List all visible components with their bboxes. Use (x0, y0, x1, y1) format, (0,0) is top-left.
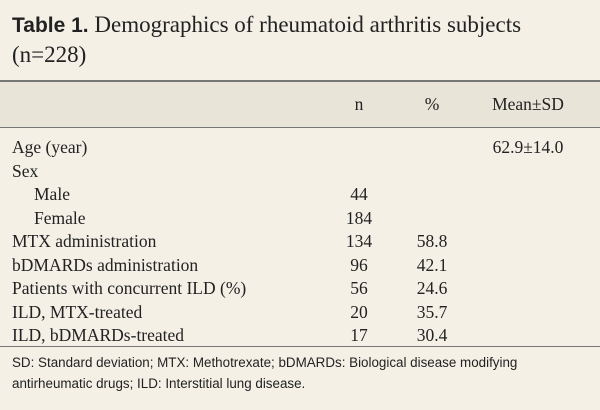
column-header: % (424, 94, 440, 114)
cell-n: 17 (350, 325, 368, 345)
table-label: Table 1. (12, 14, 89, 37)
cell-n: 56 (350, 278, 368, 298)
cell-n: 44 (350, 184, 368, 204)
column-header: Mean±SD (492, 94, 564, 114)
row-label: Patients with concurrent ILD (%) (12, 278, 247, 298)
row-label: Age (year) (12, 137, 88, 157)
row-label: Sex (12, 160, 39, 181)
table-caption: Demographics of rheumatoid arthritis sub… (12, 12, 522, 67)
row-label: Male (34, 184, 70, 204)
cell-n: 20 (350, 301, 368, 322)
cell-pct: 24.6 (416, 278, 448, 298)
cell-pct: 58.8 (416, 231, 448, 251)
row-label: ILD, bDMARDs-treated (12, 325, 185, 345)
column-header: n (354, 94, 364, 114)
cell-mean: 62.9±14.0 (492, 137, 564, 157)
cell-n: 134 (345, 231, 373, 251)
row-label: ILD, MTX-treated (12, 301, 143, 322)
cell-pct: 42.1 (416, 254, 448, 275)
row-label: Female (34, 207, 86, 228)
rule (0, 346, 600, 347)
rule (0, 80, 600, 82)
cell-n: 96 (350, 254, 368, 275)
rule (0, 127, 600, 128)
row-label: MTX administration (12, 231, 157, 251)
table-title: Table 1. Demographics of rheumatoid arth… (12, 10, 592, 69)
row-label: bDMARDs administration (12, 254, 199, 275)
header-row (0, 82, 600, 127)
cell-n: 184 (345, 207, 373, 228)
cell-pct: 35.7 (416, 301, 448, 322)
cell-pct: 30.4 (416, 325, 448, 345)
footnote: SD: Standard deviation; MTX: Methotrexat… (12, 355, 518, 391)
